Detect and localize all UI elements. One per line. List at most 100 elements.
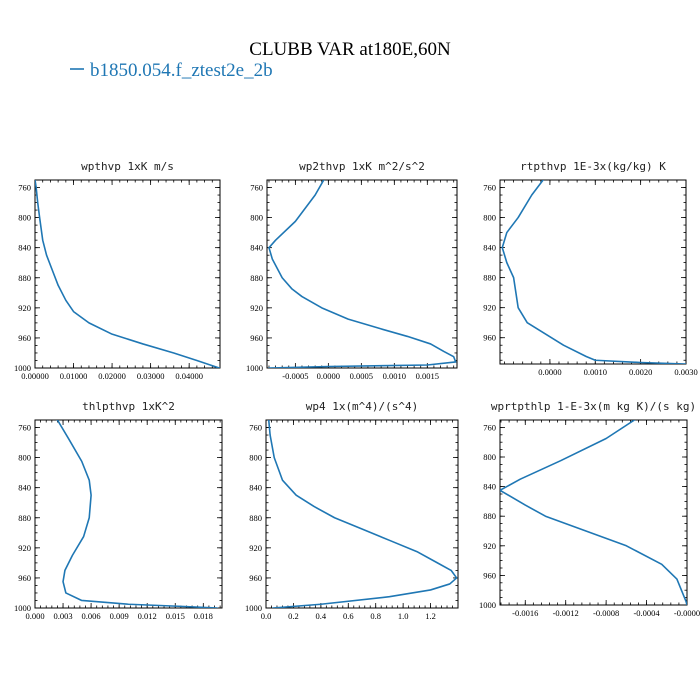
y-tick-label: 1000 (245, 603, 262, 613)
x-tick-label: -0.0005 (282, 371, 308, 381)
x-tick-label: 0.00000 (21, 371, 49, 381)
y-tick-label: 840 (18, 483, 31, 493)
y-tick-label: 880 (18, 273, 31, 283)
series-line (56, 420, 219, 608)
y-tick-label: 760 (483, 183, 496, 193)
y-tick-label: 960 (18, 333, 31, 343)
y-tick-label: 920 (18, 543, 31, 553)
x-tick-label: 0.4 (316, 611, 327, 621)
series-line (35, 180, 220, 368)
y-tick-label: 960 (483, 570, 496, 580)
plot-frame (34, 419, 223, 609)
y-tick-label: 880 (483, 273, 496, 283)
series-line (500, 420, 687, 605)
x-tick-label: 0.2 (288, 611, 299, 621)
y-tick-label: 960 (18, 573, 31, 583)
x-tick-label: 0.03000 (137, 371, 165, 381)
y-tick-label: 800 (18, 453, 31, 463)
chart-panel-2: wp2thvp 1xK m^2/s^2 760 800 840 880 920 960 100… (246, 160, 458, 381)
panel-title: wp4 1x(m^4)/(s^4) (306, 400, 419, 413)
x-tick-label: -0.0016 (512, 608, 538, 618)
y-tick-label: 800 (18, 213, 31, 223)
y-tick-label: 760 (250, 183, 263, 193)
y-tick-label: 960 (249, 573, 262, 583)
y-tick-label: 880 (18, 513, 31, 523)
x-tick-label: 0.0030 (674, 367, 697, 377)
y-tick-label: 880 (250, 273, 263, 283)
y-tick-label: 840 (483, 243, 496, 253)
x-tick-label: -0.0000 (674, 608, 700, 618)
chart-panel-4: thlpthvp 1xK^276080084088092096010000.00… (14, 400, 223, 621)
y-tick-label: 880 (249, 513, 262, 523)
panel-title: wprtpthlp 1-E-3x(m kg K)/(s kg) (491, 400, 696, 413)
x-tick-label: -0.0012 (553, 608, 579, 618)
legend: b1850.054.f_ztest2e_2b (70, 60, 273, 81)
x-tick-label: 0.003 (53, 611, 72, 621)
y-tick-label: 1000 (246, 363, 263, 373)
series-line (267, 420, 458, 608)
chart-panel-5: wp4 1x(m^4)/(s^4)76080084088092096010000… (245, 400, 459, 621)
y-tick-label: 800 (483, 452, 496, 462)
y-tick-label: 1000 (479, 600, 496, 610)
plot-frame (265, 419, 459, 609)
y-tick-label: 920 (18, 303, 31, 313)
y-tick-label: 920 (250, 303, 263, 313)
plot-frame (499, 179, 687, 365)
y-tick-label: 1000 (14, 603, 31, 613)
y-tick-label: 840 (18, 243, 31, 253)
panel-title: wp2thvp 1xK m^2/s^2 (299, 160, 425, 173)
y-tick-label: 840 (483, 482, 496, 492)
x-tick-label: 0.01000 (60, 371, 88, 381)
chart-panel-1: wpthvp 1xK m/s 760 800 840 880 920 960 10000.00… (14, 160, 221, 381)
x-tick-label: 0.8 (370, 611, 381, 621)
x-tick-label: 0.0010 (383, 371, 406, 381)
x-tick-label: 1.2 (425, 611, 436, 621)
x-tick-label: -0.0004 (633, 608, 660, 618)
legend-label: b1850.054.f_ztest2e_2b (90, 60, 273, 81)
y-tick-label: 880 (483, 511, 496, 521)
y-tick-label: 960 (250, 333, 263, 343)
x-tick-label: 0.000 (25, 611, 44, 621)
y-tick-label: 960 (483, 333, 496, 343)
y-tick-label: 760 (249, 423, 262, 433)
y-tick-label: 760 (18, 183, 31, 193)
chart-panel-6: wprtpthlp 1-E-3x(m kg K)/(s kg) 760 800 840… (479, 400, 700, 618)
x-tick-label: 0.015 (166, 611, 185, 621)
x-tick-label: 0.009 (110, 611, 129, 621)
x-tick-label: 0.0000 (317, 371, 340, 381)
x-tick-label: 0.0020 (629, 367, 652, 377)
x-tick-label: 0.018 (194, 611, 213, 621)
x-tick-label: 0.0000 (538, 367, 561, 377)
y-tick-label: 840 (250, 243, 263, 253)
panel-title: thlpthvp 1xK^2 (82, 400, 175, 413)
panel-title: wpthvp 1xK m/s (81, 160, 174, 173)
x-tick-label: 0.012 (138, 611, 157, 621)
x-tick-label: 0.0010 (584, 367, 607, 377)
series-line (268, 180, 457, 368)
y-tick-label: 840 (249, 483, 262, 493)
series-line (501, 180, 686, 364)
x-tick-label: 0.04000 (175, 371, 203, 381)
x-tick-label: 0.0 (261, 611, 272, 621)
x-tick-label: 0.6 (343, 611, 354, 621)
y-tick-label: 760 (483, 422, 496, 432)
plot-frame (499, 419, 688, 606)
figure-title: CLUBB VAR at180E,60N (249, 39, 451, 60)
x-tick-label: 0.02000 (98, 371, 126, 381)
x-tick-label: 1.0 (398, 611, 409, 621)
x-tick-label: 0.0015 (416, 371, 439, 381)
y-tick-label: 800 (250, 213, 263, 223)
chart-panel-3: rtpthvp 1E-3x(kg/kg) K 760 800 840 880 920 960… (483, 160, 697, 377)
y-tick-label: 920 (483, 541, 496, 551)
y-tick-label: 920 (483, 303, 496, 313)
y-tick-label: 1000 (14, 363, 31, 373)
y-tick-label: 800 (249, 453, 262, 463)
y-tick-label: 800 (483, 213, 496, 223)
panel-title: rtpthvp 1E-3x(kg/kg) K (520, 160, 666, 173)
y-tick-label: 920 (249, 543, 262, 553)
y-tick-label: 760 (18, 423, 31, 433)
x-tick-label: 0.006 (82, 611, 101, 621)
x-tick-label: 0.0005 (350, 371, 373, 381)
x-tick-label: -0.0008 (593, 608, 619, 618)
